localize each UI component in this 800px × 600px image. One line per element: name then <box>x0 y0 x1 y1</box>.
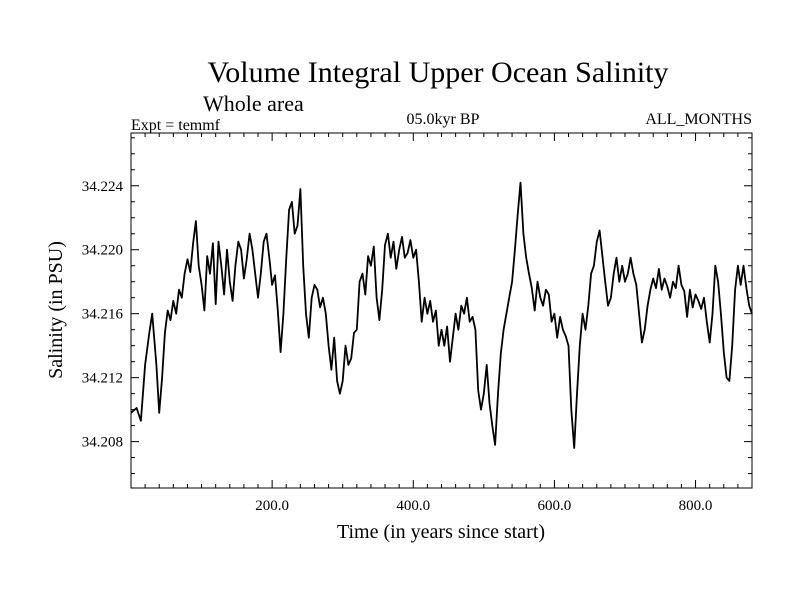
experiment-label: Expt = temmf <box>131 117 221 134</box>
y-tick-label: 34.208 <box>82 435 123 451</box>
x-tick-label: 400.0 <box>396 498 430 514</box>
plot-frame <box>130 132 753 489</box>
x-axis-label: Time (in years since start) <box>337 521 545 543</box>
y-axis-ticks: 34.208 34.212 34.216 34.220 34.224 <box>82 137 752 475</box>
y-tick-label: 34.220 <box>82 243 123 259</box>
y-tick-label: 34.216 <box>82 307 124 323</box>
x-tick-label: 800.0 <box>679 498 713 514</box>
chart-title: Volume Integral Upper Ocean Salinity <box>208 56 669 89</box>
x-tick-label: 600.0 <box>538 498 572 514</box>
series-line-salinity <box>130 181 753 449</box>
y-tick-label: 34.212 <box>82 371 123 387</box>
x-tick-label: 200.0 <box>255 498 289 514</box>
series-layer <box>130 181 753 449</box>
x-axis-ticks: 200.0 400.0 600.0 800.0 <box>144 133 739 514</box>
y-axis-label: Salinity (in PSU) <box>45 241 67 379</box>
y-tick-label: 34.224 <box>82 179 124 195</box>
months-label: ALL_MONTHS <box>645 111 752 128</box>
chart-subtitle: Whole area <box>203 91 304 116</box>
period-label: 05.0kyr BP <box>407 111 480 128</box>
